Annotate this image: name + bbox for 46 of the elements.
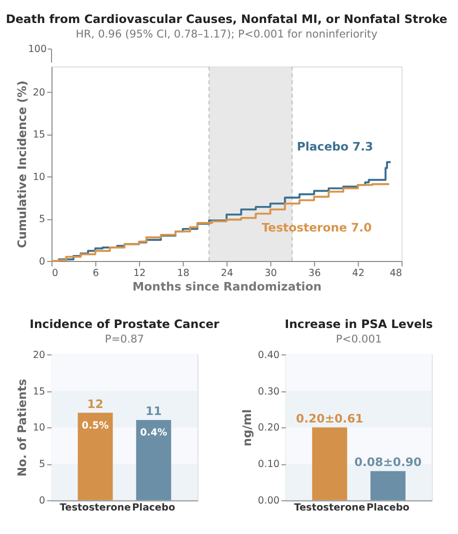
y-tick-label: 0.40	[258, 350, 280, 361]
series-label: Placebo 7.3	[296, 139, 374, 154]
chart-subtitle: HR, 0.96 (95% CI, 0.78–1.17); P<0.001 for noninferiority	[76, 27, 378, 40]
text: 100	[28, 44, 47, 55]
y-axis-title: ng/ml	[240, 409, 254, 446]
x-tick-label: 42	[352, 268, 365, 280]
data-label: 0.20±0.61	[296, 411, 364, 426]
y-tick-label: 20	[32, 350, 46, 361]
x-axis-title: Months since Randomization	[132, 280, 322, 294]
x-tick-label: 36	[308, 268, 321, 280]
annotation: 0.4%	[140, 428, 168, 439]
y-tick-label: 0	[39, 256, 46, 268]
x-tick-label: 30	[264, 268, 277, 280]
y-axis-title: Cumulative Incidence (%)	[15, 80, 30, 248]
x-tick-label: Placebo	[132, 502, 176, 514]
x-tick-label: 24	[220, 268, 234, 280]
y-tick-label: 15	[32, 130, 46, 141]
x-tick-label: Testosterone	[60, 502, 132, 514]
chart-title: Incidence of Prostate Cancer	[30, 317, 220, 332]
chart-title: Death from Cardiovascular Causes, Nonfatal MI, or Nonfatal Stroke	[6, 12, 448, 26]
x-tick-label: 6	[92, 268, 99, 280]
series-label: Testosterone 7.0	[262, 220, 372, 235]
y-tick-label: 10	[32, 422, 46, 434]
x-tick-label: Placebo	[366, 502, 410, 514]
y-axis-title: No. of Patients	[15, 378, 30, 477]
y-tick-label: 5	[39, 459, 46, 470]
chart-title: Increase in PSA Levels	[284, 317, 433, 332]
y-tick-label: 0.00	[258, 496, 280, 507]
x-tick-label: Testosterone	[294, 502, 366, 514]
chart-subtitle: P=0.87	[104, 332, 144, 346]
x-tick-label: 0	[52, 268, 58, 280]
y-tick-label: 15	[32, 386, 46, 398]
y-tick-label: 20	[32, 87, 46, 98]
data-label: 11	[146, 404, 162, 418]
y-tick-label: 5	[39, 214, 46, 226]
data-label: 0.08±0.90	[354, 455, 422, 470]
x-tick-label: 48	[390, 268, 402, 280]
y-tick-label: 0.20	[258, 422, 280, 434]
data-label: 12	[87, 396, 104, 411]
x-tick-label: 18	[177, 268, 190, 280]
y-tick-label: 0.30	[258, 386, 280, 398]
y-tick-label: 0.10	[258, 459, 280, 470]
x-tick-label: 12	[133, 268, 146, 280]
y-tick-label: 10	[32, 172, 46, 183]
chart-subtitle: P<0.001	[336, 332, 382, 346]
annotation: 0.5%	[82, 420, 110, 432]
